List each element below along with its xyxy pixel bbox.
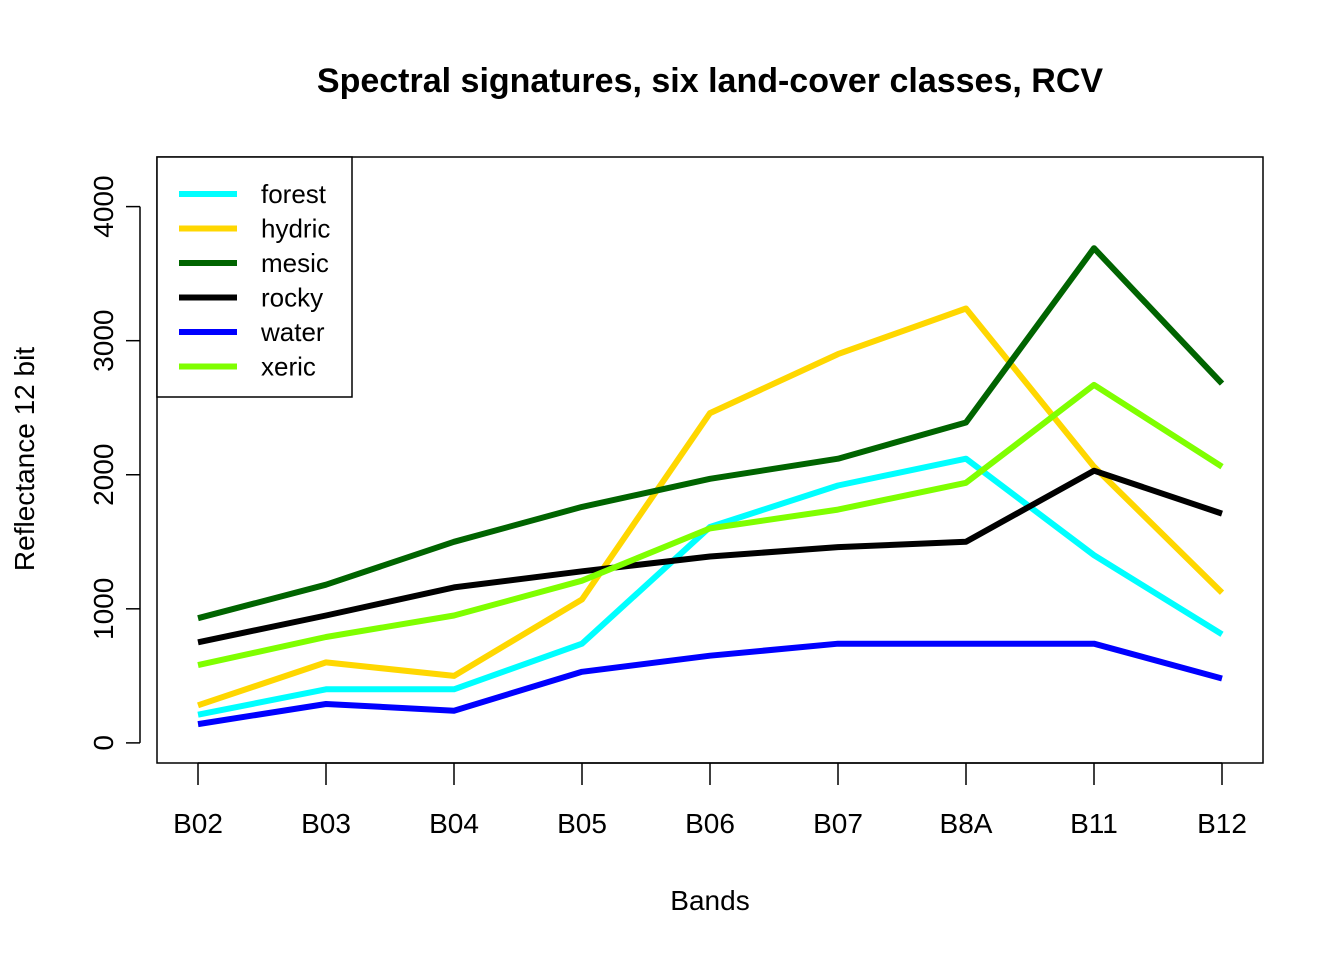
chart-title: Spectral signatures, six land-cover clas…	[317, 62, 1103, 100]
x-axis-label: Bands	[670, 885, 749, 916]
y-tick-label: 3000	[88, 310, 119, 372]
legend-label-mesic: mesic	[261, 248, 329, 278]
x-tick-label: B04	[429, 808, 479, 839]
series-line-rocky	[197, 467, 1223, 646]
series-line-mesic	[197, 245, 1225, 622]
x-tick-label: B05	[557, 808, 607, 839]
x-tick-label: B06	[685, 808, 735, 839]
y-tick-label: 2000	[88, 444, 119, 506]
x-tick-label: B8A	[940, 808, 993, 839]
legend-label-water: water	[260, 317, 325, 347]
legend-label-hydric: hydric	[261, 214, 330, 244]
legend-label-xeric: xeric	[261, 352, 316, 382]
y-axis: 0 1000 2000 3000 4000	[88, 175, 141, 751]
x-tick-label: B02	[173, 808, 223, 839]
x-axis: B02 B03 B04 B05 B06 B07 B8A B11 B12	[173, 762, 1247, 839]
x-tick-label: B12	[1197, 808, 1247, 839]
legend: forest hydric mesic rocky water xeric	[156, 156, 353, 398]
y-tick-label: 1000	[88, 578, 119, 640]
series-line-forest	[197, 455, 1224, 718]
x-tick-label: B11	[1070, 808, 1118, 839]
x-tick-label: B03	[301, 808, 351, 839]
legend-label-forest: forest	[261, 179, 327, 209]
y-tick-label: 0	[88, 735, 119, 751]
x-tick-label: B07	[813, 808, 863, 839]
series-lines	[197, 245, 1225, 728]
legend-label-rocky: rocky	[261, 283, 323, 313]
y-tick-label: 4000	[88, 175, 119, 237]
y-axis-label: Reflectance 12 bit	[9, 347, 40, 571]
series-line-xeric	[197, 381, 1224, 669]
series-line-water	[197, 640, 1223, 728]
